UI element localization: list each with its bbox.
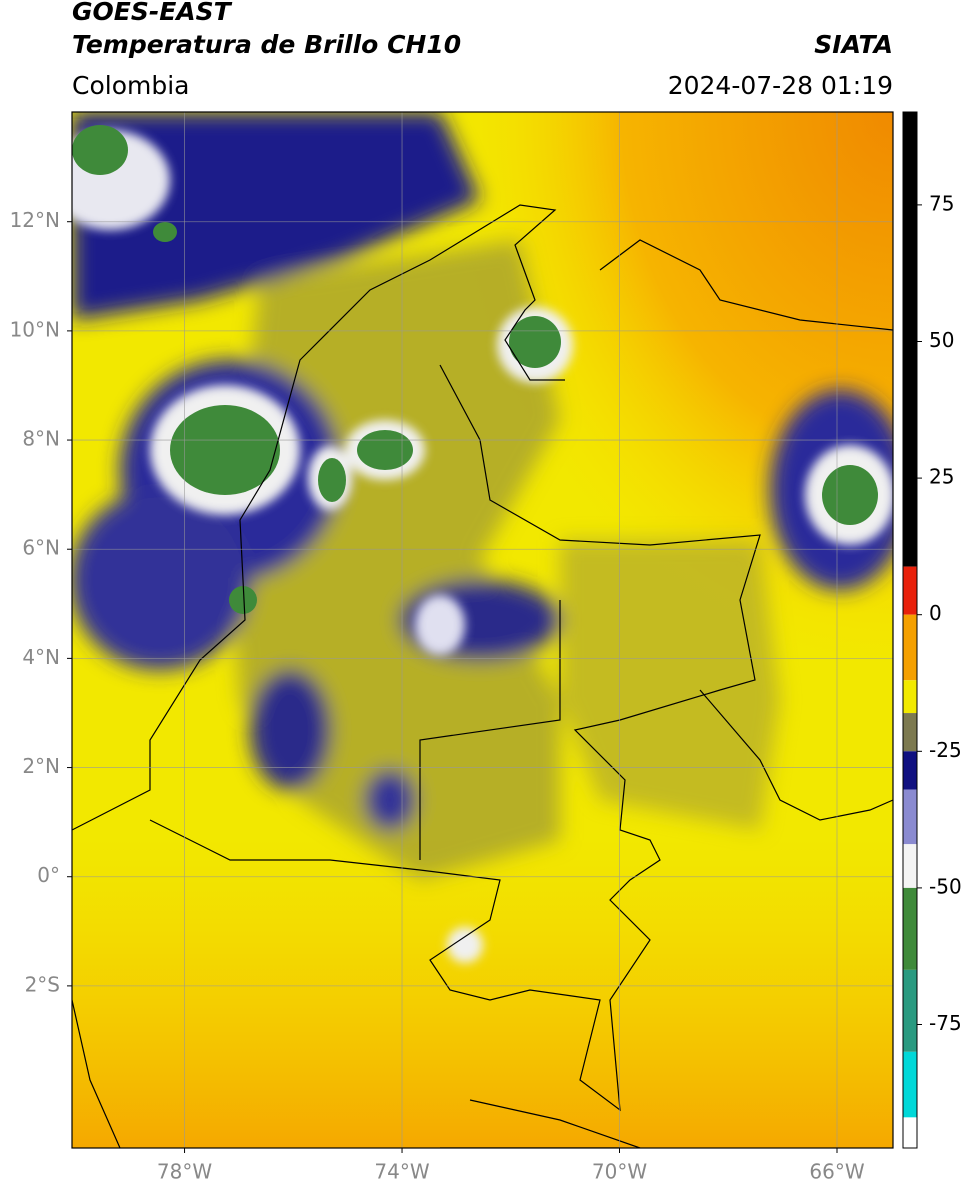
colorbar-segment [903,887,917,970]
y-tick-label: 8°N [22,427,60,451]
colorbar-tick-label: 0 [929,601,942,625]
y-tick-label: 6°N [22,536,60,560]
x-tick-label: 66°W [809,1160,864,1184]
region: Colombia [72,71,189,100]
source: SIATA [814,30,893,59]
x-tick-label: 78°W [157,1160,212,1184]
colorbar-segment [903,112,917,567]
colorbar-segment [903,844,917,888]
colorbar-tick-label: -75 [929,1011,962,1035]
timestamp: 2024-07-28 01:19 [668,71,893,100]
colorbar-segment [903,969,917,1052]
colorbar-segment [903,614,917,681]
colorbar-segment [903,713,917,752]
colorbar-segment [903,751,917,790]
y-tick-label: 0° [37,863,60,887]
satellite-image [72,112,893,1148]
colorbar: 75 50 25 0 -25 -50 -75 [903,112,962,1148]
colorbar-segment [903,566,917,615]
colorbar-segment [903,1117,917,1148]
y-tick-label: 2°N [22,754,60,778]
colorbar-segment [903,680,917,714]
colorbar-tick-label: 75 [929,191,954,215]
x-tick-label: 70°W [592,1160,647,1184]
y-tick-label: 4°N [22,645,60,669]
colorbar-tick-label: -50 [929,874,962,898]
y-tick-label: 2°S [25,972,60,996]
x-tick-label: 74°W [374,1160,429,1184]
colorbar-frame [902,111,918,1149]
y-tick-label: 12°N [10,208,60,232]
map-frame [71,111,894,1149]
grid: 78°W 74°W 70°W 66°W 12°N 10°N 8°N 6°N 4°N 2°N 0° 2°… [10,112,893,1184]
subtitle: Temperatura de Brillo CH10 [72,30,461,59]
colorbar-tick-label: 25 [929,465,954,489]
colorbar-tick-label: -25 [929,738,962,762]
title: GOES-EAST [72,0,233,26]
y-tick-label: 10°N [10,317,60,341]
colorbar-tick-label: 50 [929,328,954,352]
colorbar-segment [903,1051,917,1118]
colorbar-segment [903,789,917,845]
